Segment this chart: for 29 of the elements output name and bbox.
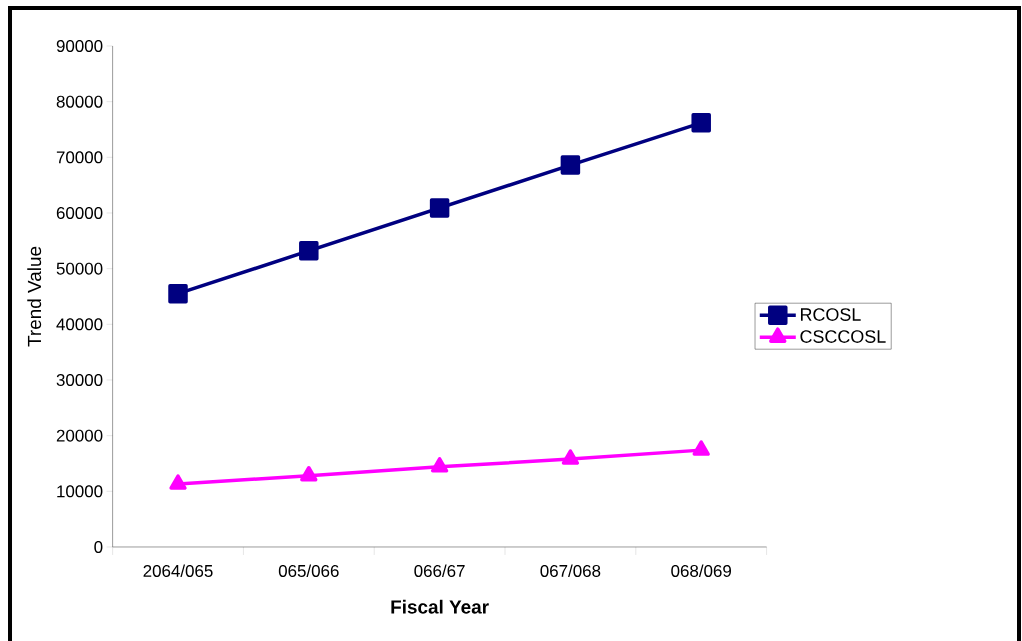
x-tick-label: 066/67 bbox=[414, 564, 465, 577]
point bbox=[430, 457, 449, 473]
y-tick-label: 30000 bbox=[56, 373, 103, 386]
x-tick-label: 068/069 bbox=[671, 564, 732, 577]
point bbox=[561, 449, 580, 465]
x-tick-label: 2064/065 bbox=[143, 564, 213, 577]
y-tick-label: 10000 bbox=[57, 485, 103, 498]
y-tick-label: 40000 bbox=[56, 318, 103, 331]
x-axis-title: Fiscal Year bbox=[391, 599, 489, 614]
point bbox=[169, 474, 187, 490]
point bbox=[429, 198, 450, 218]
point bbox=[168, 283, 188, 304]
point bbox=[299, 241, 319, 261]
x-tick-label: 065/066 bbox=[278, 564, 339, 577]
point bbox=[300, 465, 318, 482]
legend-label: RCOSL bbox=[800, 308, 861, 321]
y-tick-label: 50000 bbox=[56, 262, 103, 275]
y-axis-title: Trend Value bbox=[27, 246, 42, 347]
y-tick-label: 0 bbox=[94, 540, 103, 553]
y-tick-label: 70000 bbox=[56, 151, 103, 164]
x-tick-label: 067/068 bbox=[540, 564, 601, 577]
y-tick-label: 90000 bbox=[56, 39, 103, 52]
legend-label: CSCCOSL bbox=[800, 330, 886, 343]
point bbox=[691, 113, 711, 133]
y-tick-label: 60000 bbox=[56, 206, 103, 219]
y-tick-label: 80000 bbox=[56, 95, 103, 108]
point bbox=[560, 155, 581, 175]
point bbox=[692, 440, 710, 456]
y-tick-label: 20000 bbox=[56, 429, 103, 442]
